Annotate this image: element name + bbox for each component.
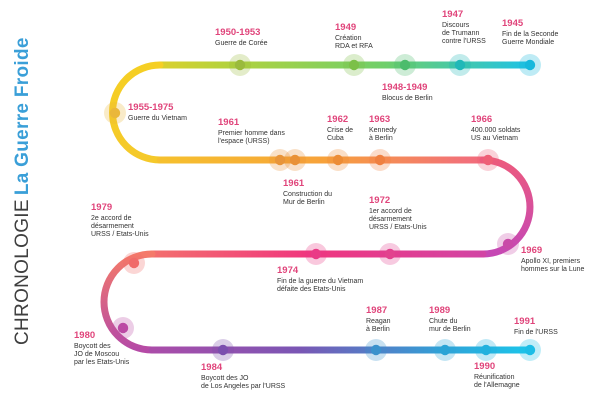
timeline-dot — [212, 339, 234, 361]
event-year: 1984 — [201, 362, 223, 373]
event-label-1989: 1989 Chute du mur de Berlin — [429, 305, 471, 334]
event-description: Fin de la guerre du Vietnam défaite des … — [277, 277, 364, 293]
event-year: 1966 — [471, 114, 493, 125]
event-description: Apollo XI, premiers hommes sur la Lune — [521, 257, 585, 273]
event-label-1961-wall: 1961 Construction du Mur de Berlin — [283, 178, 333, 207]
timeline-dot — [519, 54, 541, 76]
event-description: Boycott des JO de Los Angeles par l'URSS — [201, 374, 286, 390]
track-curve-right — [479, 156, 534, 258]
event-year: 1990 — [474, 361, 496, 372]
timeline-dot — [449, 54, 471, 76]
event-year: 1961 — [283, 178, 305, 189]
timeline-dot — [327, 149, 349, 171]
event-description: Blocus de Berlin — [382, 94, 433, 102]
event-description: Chute du mur de Berlin — [429, 317, 471, 333]
event-description: Boycott des JO de Moscou par les Etats-U… — [74, 342, 130, 367]
event-year: 1989 — [429, 305, 451, 316]
event-label-1966: 1966 400.000 soldats US au Vietnam — [471, 114, 521, 143]
timeline-dot — [434, 339, 456, 361]
event-label-1962: 1962 Crise de Cuba — [327, 114, 354, 143]
event-description: Création RDA et RFA — [335, 34, 373, 50]
timeline-dot — [284, 149, 306, 171]
timeline-dot — [365, 339, 387, 361]
event-year: 1950-1953 — [215, 27, 261, 38]
event-year: 1969 — [521, 245, 543, 256]
timeline-dot — [477, 149, 499, 171]
timeline-dot — [369, 149, 391, 171]
event-label-1969: 1969 Apollo XI, premiers hommes sur la L… — [521, 245, 585, 274]
timeline-markers — [104, 54, 541, 361]
event-label-1955-1975: 1955-1975 Guerre du Vietnam — [128, 102, 188, 123]
event-label-1948-1949: 1948-1949 Blocus de Berlin — [382, 82, 433, 103]
event-description: 1er accord de désarmement URSS / Etats-U… — [369, 207, 427, 232]
event-description: Réunification de l'Allemagne — [474, 373, 520, 389]
event-description: Guerre du Vietnam — [128, 114, 188, 122]
event-label-1947: 1947 Discours de Trumann contre l'URSS — [442, 9, 486, 46]
event-year: 1961 — [218, 117, 240, 128]
event-label-1984: 1984 Boycott des JO de Los Angeles par l… — [201, 362, 286, 391]
event-description: Fin de la Seconde Guerre Mondiale — [502, 30, 559, 46]
event-year: 1972 — [369, 195, 391, 206]
event-label-1987: 1987 Reagan à Berlin — [366, 305, 391, 334]
event-year: 1963 — [369, 114, 391, 125]
event-label-1950-1953: 1950-1953 Guerre de Corée — [215, 27, 268, 48]
event-label-1991: 1991 Fin de l'URSS — [514, 316, 558, 337]
event-year: 1979 — [91, 202, 113, 213]
event-description: 400.000 soldats US au Vietnam — [471, 126, 521, 142]
timeline-dot — [229, 54, 251, 76]
event-year: 1980 — [74, 330, 96, 341]
event-year: 1949 — [335, 22, 357, 33]
timeline-dot — [394, 54, 416, 76]
event-label-1979: 1979 2e accord de désarmement URSS / Eta… — [91, 202, 149, 239]
timeline-dot — [104, 102, 126, 124]
event-description: Guerre de Corée — [215, 39, 268, 47]
timeline-dot — [343, 54, 365, 76]
event-description: Discours de Trumann contre l'URSS — [442, 21, 486, 46]
timeline-dot — [123, 252, 145, 274]
timeline-dot — [497, 233, 519, 255]
event-description: Reagan à Berlin — [366, 317, 391, 333]
timeline-dot — [269, 149, 291, 171]
event-description: Crise de Cuba — [327, 126, 354, 142]
chronology-title: CHRONOLOGIE La Guerre Froide — [12, 37, 34, 345]
event-description: 2e accord de désarmement URSS / Etats-Un… — [91, 214, 149, 239]
timeline-dot — [305, 243, 327, 265]
event-year: 1955-1975 — [128, 102, 174, 113]
title-part-1: CHRONOLOGIE — [12, 199, 33, 345]
event-label-1980: 1980 Boycott des JO de Moscou par les Et… — [74, 330, 130, 367]
event-label-1990: 1990 Réunification de l'Allemagne — [474, 361, 520, 390]
event-year: 1948-1949 — [382, 82, 428, 93]
event-label-1974: 1974 Fin de la guerre du Vietnam défaite… — [277, 265, 364, 294]
event-year: 1974 — [277, 265, 299, 276]
event-year: 1945 — [502, 18, 524, 29]
event-year: 1962 — [327, 114, 349, 125]
event-label-1963: 1963 Kennedy à Berlin — [369, 114, 397, 143]
title-part-2: La Guerre Froide — [12, 37, 33, 196]
event-label-1949: 1949 Création RDA et RFA — [335, 22, 373, 51]
event-description: Kennedy à Berlin — [369, 126, 397, 142]
event-label-1945: 1945 Fin de la Seconde Guerre Mondiale — [502, 18, 559, 47]
event-description: Construction du Mur de Berlin — [283, 190, 333, 206]
event-description: Premier homme dans l'espace (URSS) — [218, 129, 285, 145]
event-year: 1987 — [366, 305, 388, 316]
event-year: 1947 — [442, 9, 464, 20]
timeline-dot — [519, 339, 541, 361]
timeline-dot — [475, 339, 497, 361]
timeline-dot — [112, 317, 134, 339]
event-label-1972: 1972 1er accord de désarmement URSS / Et… — [369, 195, 427, 232]
event-label-1961-space: 1961 Premier homme dans l'espace (URSS) — [218, 117, 285, 146]
timeline-dot — [379, 243, 401, 265]
event-year: 1991 — [514, 316, 536, 327]
event-description: Fin de l'URSS — [514, 328, 558, 336]
